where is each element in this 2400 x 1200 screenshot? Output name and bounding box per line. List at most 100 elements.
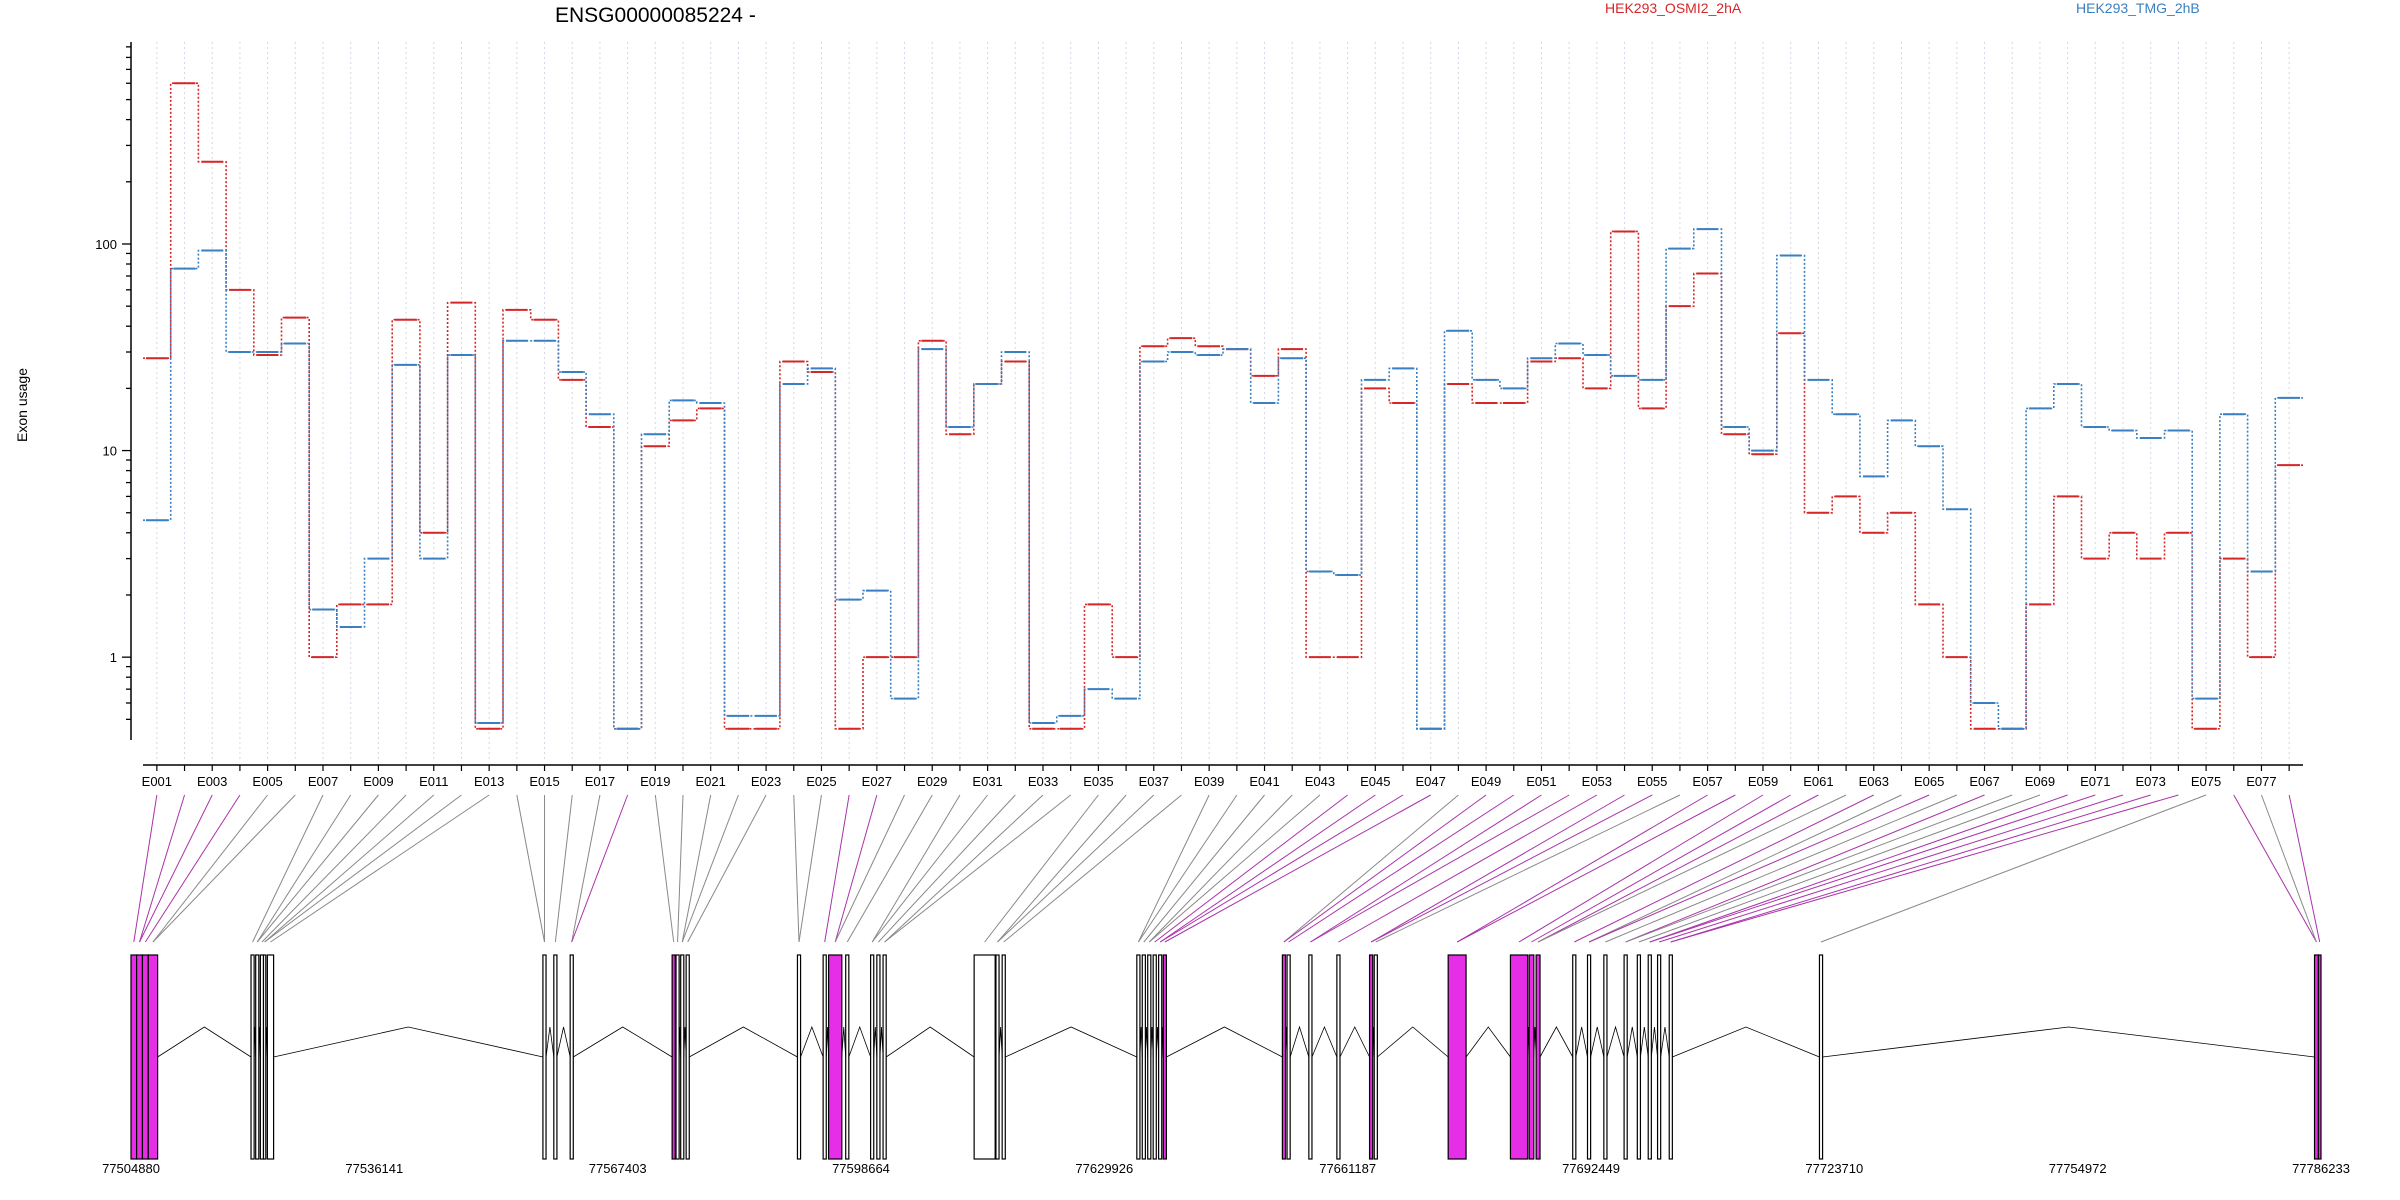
exon-connector xyxy=(1574,794,1874,943)
exon xyxy=(882,954,887,1160)
exon xyxy=(845,954,850,1160)
exon-connector xyxy=(2233,794,2317,943)
exon xyxy=(973,954,996,1160)
exon xyxy=(822,954,827,1160)
intron xyxy=(1339,1026,1370,1058)
exon-connector xyxy=(846,794,933,943)
intron xyxy=(1590,1026,1605,1058)
x-tick-label: E073 xyxy=(2136,774,2166,789)
exon xyxy=(569,954,574,1160)
intron xyxy=(1465,1026,1511,1058)
coordinate-label: 77692449 xyxy=(1562,1161,1620,1176)
exon-connector xyxy=(252,794,324,943)
exon-connector xyxy=(1588,794,1902,943)
exon xyxy=(680,954,685,1160)
exon xyxy=(262,954,267,1160)
exon xyxy=(553,954,558,1160)
grid xyxy=(156,42,2290,760)
exon-connector xyxy=(798,794,822,943)
exon xyxy=(1668,954,1673,1160)
coordinate-label: 77504880 xyxy=(102,1161,160,1176)
coordinate-label: 77629926 xyxy=(1075,1161,1133,1176)
intron xyxy=(1289,1025,1310,1058)
exon-connector xyxy=(1283,794,1487,943)
x-tick-label: E005 xyxy=(252,774,282,789)
exon-connector xyxy=(152,794,269,943)
x-tick-label: E045 xyxy=(1360,774,1390,789)
exon xyxy=(796,954,802,1160)
exon xyxy=(266,954,275,1160)
exon-highlighted xyxy=(1535,954,1541,1160)
exon-connector xyxy=(871,794,989,943)
x-tick-label: E075 xyxy=(2191,774,2221,789)
series xyxy=(143,82,2303,730)
exon-connector xyxy=(2288,794,2321,943)
y-tick-label: 10 xyxy=(103,444,117,459)
x-tick-label: E017 xyxy=(585,774,615,789)
exon xyxy=(1136,954,1141,1160)
exon-highlighted xyxy=(1368,954,1374,1160)
exon-connector xyxy=(1370,794,1625,943)
exon-connector xyxy=(1456,794,1736,943)
exon-highlighted xyxy=(1509,954,1529,1160)
intron xyxy=(1672,1026,1820,1058)
exon-connector xyxy=(1137,794,1210,943)
exon xyxy=(1647,954,1652,1160)
coordinate-label: 77786233 xyxy=(2292,1161,2350,1176)
exon-connector xyxy=(871,794,961,943)
exon xyxy=(1147,954,1152,1160)
exon xyxy=(1572,954,1577,1160)
exon-connector xyxy=(1148,794,1293,943)
exon-connector xyxy=(1625,794,1985,943)
exon xyxy=(1818,954,1824,1160)
series-line xyxy=(143,82,2303,730)
intron xyxy=(556,1026,571,1058)
intron xyxy=(1311,1025,1338,1058)
exon xyxy=(685,954,690,1160)
exon-highlighted xyxy=(1447,954,1467,1160)
exon-connector xyxy=(2260,794,2317,943)
exon-connector xyxy=(1658,794,2124,943)
x-tick-label: E047 xyxy=(1416,774,1446,789)
x-tick-label: E021 xyxy=(696,774,726,789)
exon-connector xyxy=(1164,794,1431,943)
exon-connector xyxy=(1370,794,1653,943)
intron xyxy=(800,1025,824,1058)
exon-connector xyxy=(571,794,629,943)
exon-connector xyxy=(1148,794,1321,943)
exon-connector xyxy=(1537,794,1847,943)
series-0 xyxy=(143,82,2303,730)
exon-connector xyxy=(824,794,850,943)
exon xyxy=(1001,954,1006,1160)
x-tick-label: E059 xyxy=(1748,774,1778,789)
exon-connector xyxy=(884,794,1072,943)
exon xyxy=(1603,954,1608,1160)
legend-entry-tmg: HEK293_TMG_2hB xyxy=(2076,0,2200,16)
exon-connector xyxy=(884,794,1044,943)
x-tick-label: E061 xyxy=(1803,774,1833,789)
exon xyxy=(1656,954,1662,1160)
axes: 1 10 100 xyxy=(95,42,2303,766)
exon-connector xyxy=(516,794,545,943)
exon-connector xyxy=(1310,794,1570,943)
exon-connector xyxy=(1143,794,1265,943)
x-tick-label: E031 xyxy=(972,774,1002,789)
intron xyxy=(689,1026,798,1058)
exon-connector xyxy=(1338,794,1598,943)
intron xyxy=(841,1026,847,1058)
exon-connector xyxy=(834,794,878,943)
coordinate-label: 77723710 xyxy=(1805,1161,1863,1176)
intron xyxy=(1640,1026,1649,1058)
exon-connector xyxy=(687,794,767,943)
x-axis-ticks: E001 E003 E005 E007 E009 E011 E013 E015 E017 E019… xyxy=(142,765,2290,789)
exon-connector xyxy=(1638,794,2041,943)
exon-connector xyxy=(1820,794,2207,943)
x-tick-label: E065 xyxy=(1914,774,1944,789)
exon xyxy=(250,954,255,1160)
x-tick-label: E041 xyxy=(1249,774,1279,789)
coordinate-label: 77754972 xyxy=(2049,1161,2107,1176)
exon-highlighted xyxy=(136,954,144,1160)
exon-connector xyxy=(1154,794,1348,943)
intron xyxy=(1822,1026,2315,1058)
exon-connector xyxy=(139,794,186,943)
